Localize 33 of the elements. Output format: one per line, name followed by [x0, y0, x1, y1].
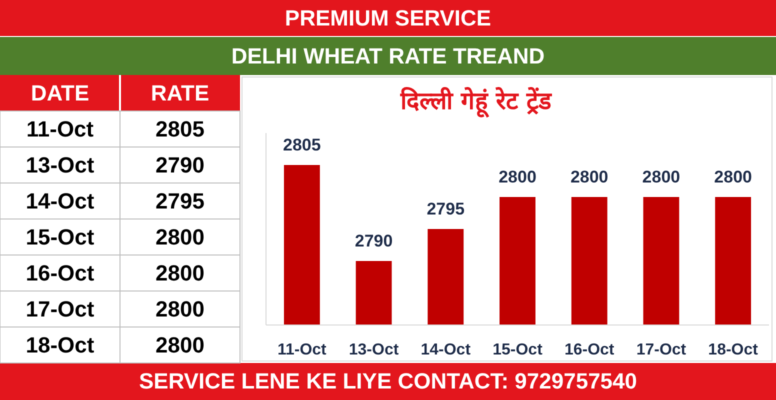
data-label: 2800 — [498, 168, 536, 186]
data-label: 2800 — [156, 332, 204, 358]
x-tick-label: 18-Oct — [708, 342, 759, 358]
category-label: 15-Oct — [26, 224, 95, 250]
text: RATE — [150, 80, 210, 106]
data-label: 2800 — [156, 224, 204, 250]
x-tick-label: 16-Oct — [564, 342, 615, 358]
data-label: 2805 — [283, 136, 321, 154]
x-tick-label: 13-Oct — [348, 342, 400, 358]
category-label: 14-Oct — [26, 188, 95, 214]
chart-title: दिल्ली गेहूं रेट ट्रेंड — [399, 87, 553, 118]
x-tick-label: 17-Oct — [636, 342, 687, 358]
data-label: 2795 — [156, 188, 204, 214]
data-label: 2800 — [156, 296, 204, 322]
category-label: 13-Oct — [26, 152, 95, 178]
text: SERVICE LENE KE LIYE CONTACT: 9729757540 — [138, 368, 638, 394]
data-label: 2805 — [156, 116, 204, 142]
data-label: 2795 — [426, 200, 465, 218]
data-label: 2800 — [642, 168, 680, 186]
data-label: 2790 — [156, 152, 204, 178]
text: PREMIUM SERVICE — [284, 6, 492, 30]
category-label: 11-Oct — [26, 116, 94, 142]
text: DATE — [30, 80, 90, 106]
data-label: 2800 — [570, 168, 608, 186]
x-tick-label: 14-Oct — [420, 342, 472, 358]
data-label: 2800 — [156, 260, 204, 286]
category-label: 16-Oct — [26, 260, 95, 286]
text: DELHI WHEAT RATE TREAND — [231, 44, 545, 68]
category-label: 17-Oct — [26, 296, 95, 322]
x-tick-label: 11-Oct — [277, 342, 328, 358]
data-label: 2800 — [714, 168, 752, 186]
data-label: 2790 — [354, 232, 393, 250]
x-tick-label: 15-Oct — [492, 342, 544, 358]
